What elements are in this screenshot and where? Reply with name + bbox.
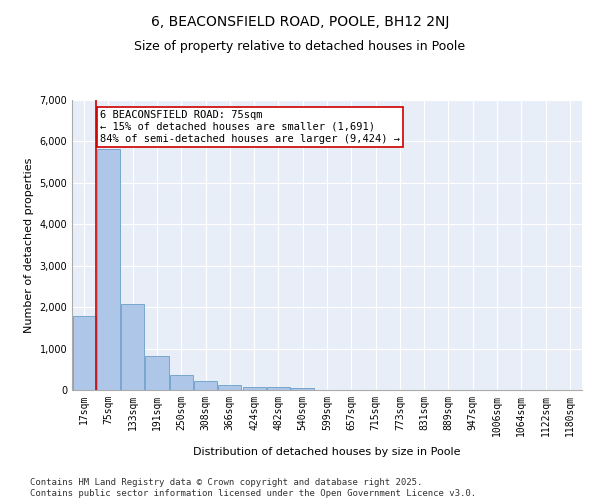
X-axis label: Distribution of detached houses by size in Poole: Distribution of detached houses by size … (193, 447, 461, 457)
Bar (218, 384, 241, 390)
Y-axis label: Number of detached properties: Number of detached properties (24, 158, 34, 332)
Bar (194, 381, 217, 390)
Text: Contains HM Land Registry data © Crown copyright and database right 2025.
Contai: Contains HM Land Registry data © Crown c… (30, 478, 476, 498)
Text: 6, BEACONSFIELD ROAD, POOLE, BH12 2NJ: 6, BEACONSFIELD ROAD, POOLE, BH12 2NJ (151, 15, 449, 29)
Bar (170, 374, 193, 390)
Bar (242, 386, 266, 390)
Bar (145, 356, 169, 390)
Text: 6 BEACONSFIELD ROAD: 75sqm
← 15% of detached houses are smaller (1,691)
84% of s: 6 BEACONSFIELD ROAD: 75sqm ← 15% of deta… (100, 110, 400, 144)
Text: Size of property relative to detached houses in Poole: Size of property relative to detached ho… (134, 40, 466, 53)
Bar (73, 316, 95, 390)
Bar (267, 386, 290, 390)
Bar (291, 388, 314, 390)
Bar (97, 149, 120, 390)
Bar (121, 304, 144, 390)
